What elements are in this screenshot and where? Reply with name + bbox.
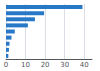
svg-text:10: 10 <box>21 61 30 69</box>
svg-text:0: 0 <box>4 61 8 69</box>
svg-text:20: 20 <box>41 61 50 69</box>
svg-text:40: 40 <box>80 61 89 69</box>
svg-text:30: 30 <box>60 61 69 69</box>
